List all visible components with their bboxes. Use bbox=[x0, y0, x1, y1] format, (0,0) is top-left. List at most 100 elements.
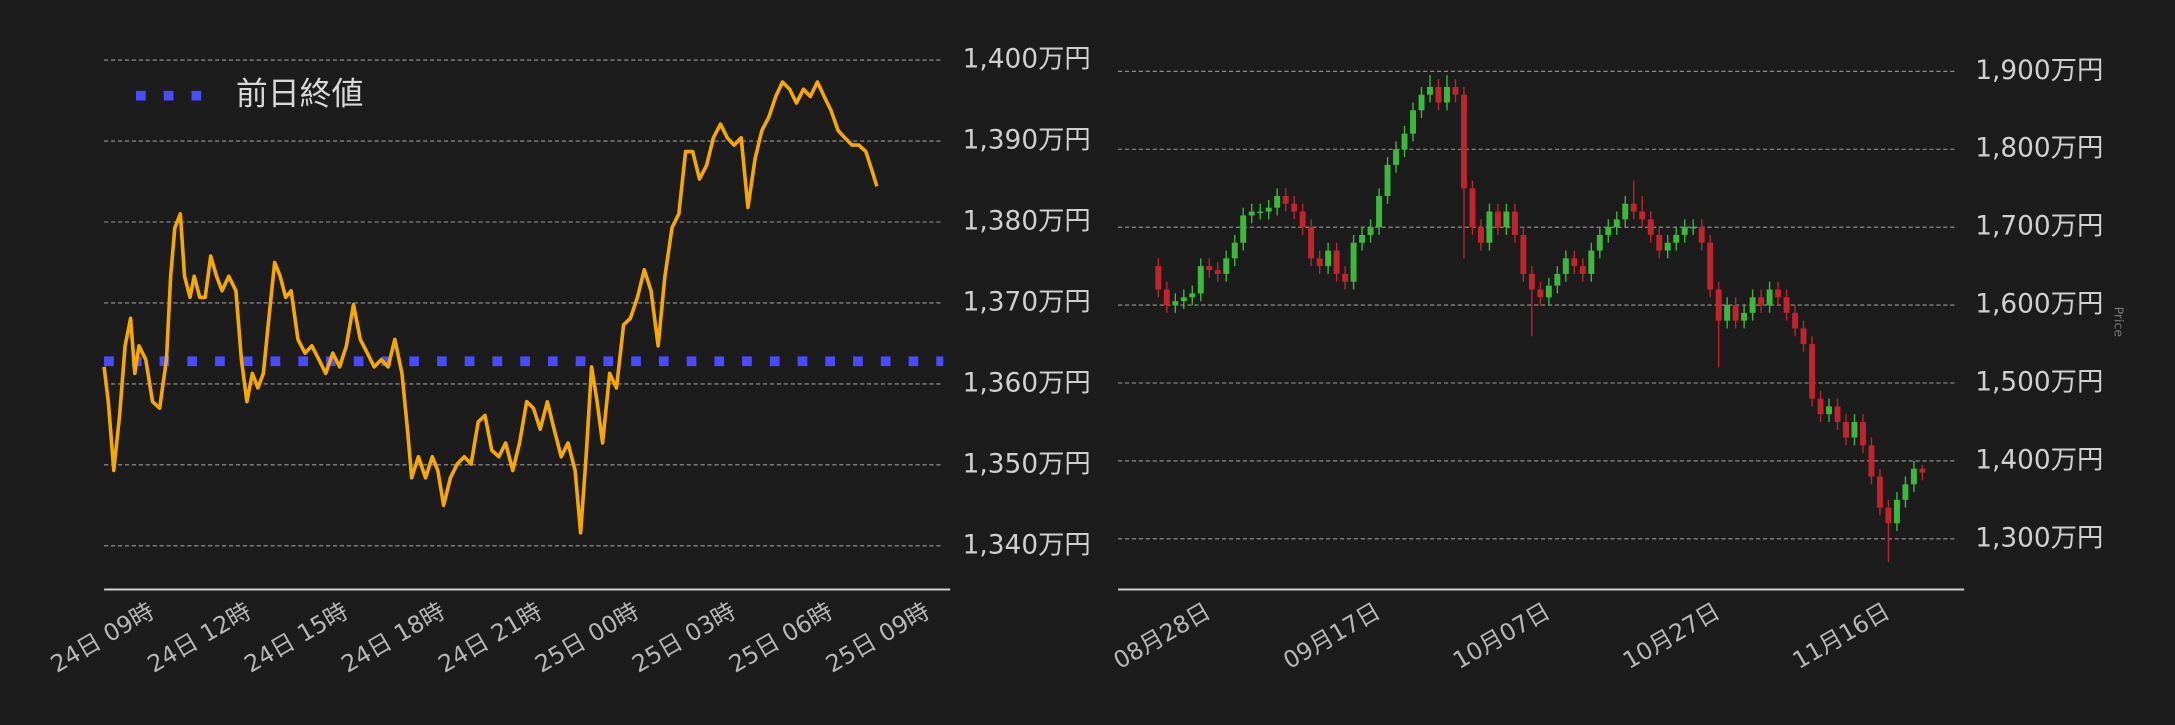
y-tick-label: 1,400万円 bbox=[963, 45, 1091, 75]
candle-body bbox=[1792, 312, 1799, 329]
x-tick-label: 10月07日 bbox=[1448, 597, 1555, 675]
candle-body bbox=[1316, 258, 1323, 267]
y-tick-label: 1,300万円 bbox=[1975, 523, 2103, 553]
candle-body bbox=[1732, 305, 1739, 321]
candle-body bbox=[1545, 285, 1552, 298]
candle-body bbox=[1707, 242, 1714, 290]
candle-body bbox=[1359, 234, 1366, 243]
x-tick-label: 09月17日 bbox=[1278, 597, 1385, 675]
candle-body bbox=[1910, 468, 1917, 485]
candle-body bbox=[1554, 273, 1561, 286]
candle-body bbox=[1834, 406, 1841, 422]
y-axis-label: Price bbox=[2112, 307, 2127, 337]
candle-body bbox=[1876, 476, 1883, 508]
candle-body bbox=[1282, 195, 1289, 204]
candle-body bbox=[1528, 273, 1535, 290]
y-tick-label: 1,700万円 bbox=[1975, 212, 2103, 242]
candle-body bbox=[1155, 266, 1162, 290]
candle-body bbox=[1248, 211, 1255, 216]
y-tick-label: 1,500万円 bbox=[1975, 368, 2103, 398]
candle-body bbox=[1724, 305, 1731, 321]
candle-body bbox=[1189, 293, 1196, 298]
candle-body bbox=[1843, 421, 1849, 438]
candle-body bbox=[1223, 258, 1230, 274]
candle-body bbox=[1809, 344, 1816, 399]
candle-body bbox=[1783, 297, 1790, 313]
candle-body bbox=[1350, 242, 1357, 282]
y-tick-label: 1,340万円 bbox=[963, 530, 1091, 560]
candle-body bbox=[1401, 133, 1408, 150]
x-tick-label: 24日 09時 bbox=[46, 597, 159, 679]
candle-body bbox=[1902, 484, 1909, 500]
candle-body bbox=[1325, 250, 1332, 267]
candle-body bbox=[1562, 258, 1569, 274]
y-tick-label: 1,370万円 bbox=[963, 287, 1091, 317]
candle-body bbox=[1231, 242, 1238, 259]
y-tick-label: 1,400万円 bbox=[1975, 445, 2103, 475]
candle-body bbox=[1690, 227, 1697, 229]
candle-body bbox=[1452, 86, 1459, 95]
x-tick-label: 24日 21時 bbox=[433, 597, 546, 679]
candle-body bbox=[1715, 289, 1722, 321]
candle-body bbox=[1647, 219, 1654, 235]
candle-body bbox=[1630, 203, 1637, 212]
candle-body bbox=[1197, 266, 1204, 294]
candle-body bbox=[1817, 398, 1824, 415]
candle-body bbox=[1579, 266, 1586, 274]
candle-body bbox=[1444, 86, 1450, 103]
candle-body bbox=[1537, 289, 1544, 298]
candle-body bbox=[1664, 242, 1671, 251]
candle-body bbox=[1486, 211, 1493, 243]
candle-body bbox=[1274, 195, 1281, 208]
candle-body bbox=[1376, 195, 1383, 228]
candle-body bbox=[1656, 234, 1663, 251]
x-tick-label: 10月27日 bbox=[1618, 597, 1725, 675]
x-tick-label: 24日 12時 bbox=[143, 597, 256, 679]
candle-body bbox=[1741, 312, 1748, 321]
candle-body bbox=[1588, 250, 1595, 274]
candle-body bbox=[1758, 297, 1765, 306]
candle-body bbox=[1571, 258, 1578, 267]
candle-body bbox=[1673, 234, 1680, 243]
candle-body bbox=[1460, 94, 1467, 189]
candle-body bbox=[1410, 110, 1416, 134]
candle-body bbox=[1775, 289, 1782, 298]
candle-body bbox=[1605, 227, 1612, 235]
candle-body bbox=[1596, 234, 1603, 251]
y-tick-label: 1,390万円 bbox=[963, 126, 1091, 156]
candle-body bbox=[1206, 266, 1213, 271]
candle-body bbox=[1766, 289, 1773, 306]
candle-body bbox=[1860, 421, 1866, 446]
candle-body bbox=[1622, 203, 1629, 220]
y-tick-label: 1,900万円 bbox=[1975, 56, 2103, 86]
x-tick-label: 25日 09時 bbox=[821, 597, 934, 679]
candle-body bbox=[1427, 86, 1433, 95]
candle-body bbox=[1868, 445, 1875, 477]
candle-body bbox=[1639, 211, 1646, 220]
x-tick-label: 24日 15時 bbox=[240, 597, 353, 679]
candle-body bbox=[1511, 211, 1518, 235]
candle-body bbox=[1163, 289, 1170, 306]
candle-body bbox=[1265, 207, 1272, 212]
candle-body bbox=[1214, 270, 1221, 274]
x-tick-label: 11月16日 bbox=[1788, 597, 1895, 675]
x-tick-label: 24日 18時 bbox=[336, 597, 449, 679]
candle-body bbox=[1851, 421, 1858, 438]
x-tick-label: 25日 06時 bbox=[724, 597, 837, 679]
candle-body bbox=[1681, 227, 1688, 235]
candle-body bbox=[1393, 149, 1400, 165]
price-line bbox=[102, 80, 879, 535]
candle-body bbox=[1919, 468, 1926, 473]
candle-body bbox=[1494, 211, 1501, 228]
candle-body bbox=[1367, 227, 1374, 235]
candle-body bbox=[1469, 188, 1476, 228]
y-tick-label: 1,800万円 bbox=[1975, 134, 2103, 164]
x-tick-label: 08月28日 bbox=[1109, 597, 1216, 675]
candle-body bbox=[1885, 507, 1892, 524]
candle-body bbox=[1240, 215, 1247, 243]
candle-body bbox=[1291, 203, 1298, 212]
y-tick-label: 1,350万円 bbox=[963, 449, 1091, 479]
x-tick-label: 25日 00時 bbox=[530, 597, 643, 679]
candle-body bbox=[1299, 211, 1306, 228]
